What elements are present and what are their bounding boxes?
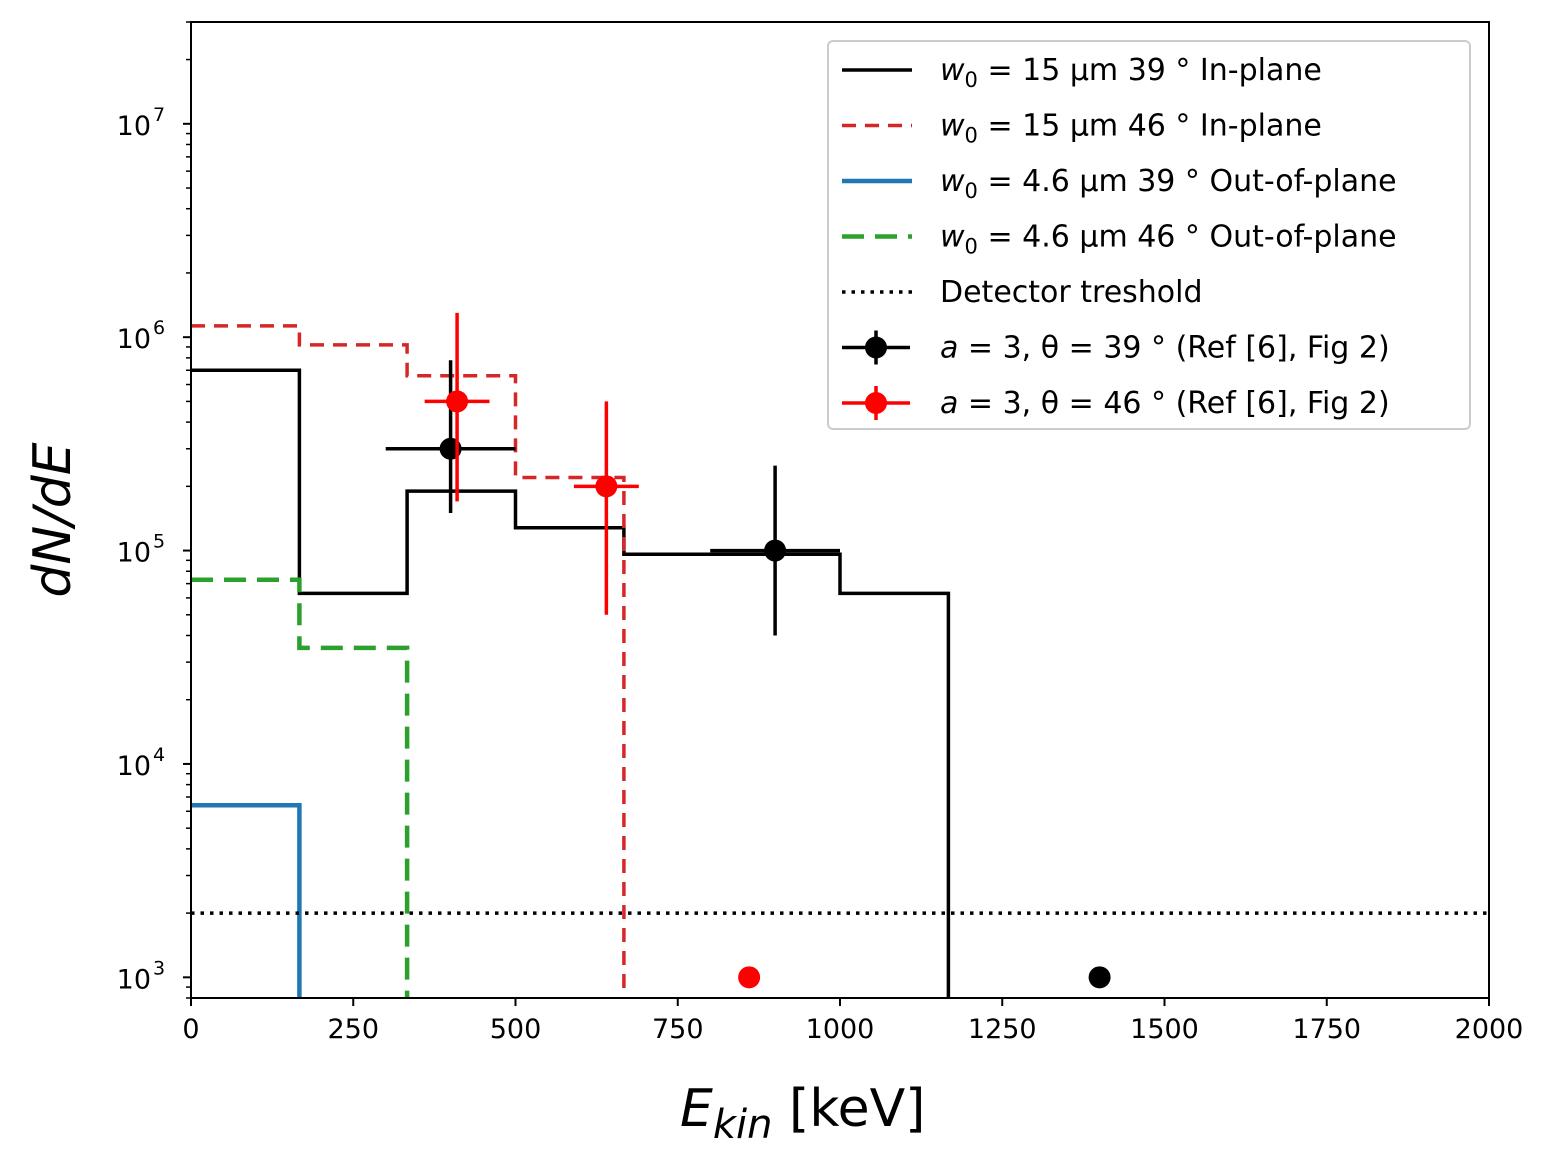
series-6-point-0 <box>424 312 490 502</box>
series-6-point-2 <box>738 966 761 989</box>
legend-label: w0 = 15 μm 46 ° In-plane <box>940 109 1322 148</box>
data-marker <box>738 966 761 989</box>
legend: w0 = 15 μm 39 ° In-plane w0 = 15 μm 46 ° … <box>827 40 1471 430</box>
x-tick-label: 500 <box>490 1014 542 1045</box>
series-2-step-line <box>191 803 302 998</box>
x-tick-label: 1000 <box>806 1014 875 1045</box>
series-0-step-line <box>191 368 951 998</box>
data-marker <box>446 390 469 413</box>
x-axis-label: Ekin [keV] <box>680 1079 925 1148</box>
x-tick-label: 250 <box>327 1014 379 1045</box>
legend-entry-6: a = 3, θ = 46 ° (Ref [6], Fig 2) <box>842 386 1390 421</box>
legend-label: w0 = 4.6 μm 39 ° Out-of-plane <box>940 164 1397 203</box>
x-tick-label: 1250 <box>968 1014 1037 1045</box>
y-axis-label: dN/dE <box>23 442 83 597</box>
legend-entry-4: Detector treshold <box>842 275 1203 310</box>
legend-entry-5: a = 3, θ = 39 ° (Ref [6], Fig 2) <box>842 330 1390 366</box>
x-tick-label: 1750 <box>1292 1014 1361 1045</box>
legend-label: Detector treshold <box>940 275 1203 310</box>
data-marker <box>1088 966 1111 989</box>
series-6-point-1 <box>573 401 639 615</box>
legend-marker-dot <box>865 336 887 359</box>
legend-entry-2: w0 = 4.6 μm 39 ° Out-of-plane <box>842 164 1397 203</box>
legend-label: w0 = 15 μm 39 ° In-plane <box>940 53 1322 92</box>
y-tick-label-exponent: 6 <box>153 317 165 339</box>
y-tick-label: 10 <box>117 111 151 142</box>
legend-entry-1: w0 = 15 μm 46 ° In-plane <box>842 109 1322 148</box>
y-tick-label-exponent: 4 <box>153 744 165 766</box>
y-tick-label: 10 <box>117 324 151 355</box>
series-5-point-2 <box>1088 966 1111 989</box>
x-tick-label: 0 <box>182 1014 199 1045</box>
legend-entry-0: w0 = 15 μm 39 ° In-plane <box>842 53 1322 92</box>
legend-label: a = 3, θ = 46 ° (Ref [6], Fig 2) <box>940 386 1390 421</box>
x-tick-label: 750 <box>652 1014 704 1045</box>
legend-label: w0 = 4.6 μm 46 ° Out-of-plane <box>940 220 1397 259</box>
x-tick-label: 1500 <box>1130 1014 1199 1045</box>
y-tick-label-exponent: 7 <box>153 104 165 126</box>
y-tick-label-exponent: 5 <box>153 531 165 553</box>
legend-marker-dot <box>865 392 887 414</box>
y-tick-label: 10 <box>117 964 151 995</box>
series-3-step-line <box>191 577 410 998</box>
y-tick-label: 10 <box>117 751 151 782</box>
series-1-step-line <box>191 324 626 998</box>
series-layer <box>191 312 1489 998</box>
y-tick-label-exponent: 3 <box>153 957 165 979</box>
legend-box <box>827 40 1471 430</box>
x-tick-label: 2000 <box>1455 1014 1524 1045</box>
data-marker <box>764 539 787 562</box>
data-marker <box>595 475 618 498</box>
y-tick-label: 10 <box>117 538 151 569</box>
legend-label: a = 3, θ = 39 ° (Ref [6], Fig 2) <box>940 331 1390 366</box>
legend-entry-3: w0 = 4.6 μm 46 ° Out-of-plane <box>842 220 1397 259</box>
series-5-point-1 <box>710 465 840 636</box>
